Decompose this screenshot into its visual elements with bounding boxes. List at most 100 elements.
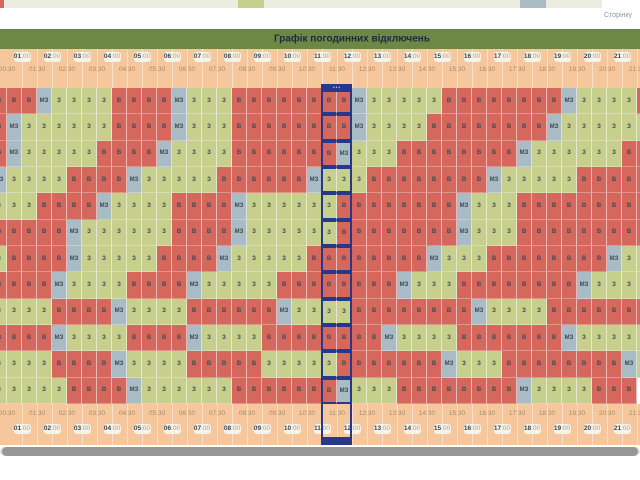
schedule-cell: З (82, 88, 97, 115)
schedule-cell: В (97, 140, 112, 167)
schedule-cell: В (247, 166, 262, 194)
schedule-cell: В (142, 114, 157, 141)
half-hour-label: 09:30 (268, 410, 286, 417)
schedule-cell: В (547, 88, 562, 115)
schedule-cell: З (37, 351, 52, 378)
schedule-cell: В (532, 88, 547, 115)
schedule-cell: З (472, 193, 487, 220)
schedule-cell: В (217, 166, 232, 194)
schedule-cell: В (532, 272, 547, 299)
schedule-cell: В (232, 351, 247, 378)
schedule-cell: В (397, 166, 412, 194)
schedule-cell: МЗ (607, 245, 622, 273)
schedule-cell: З (577, 140, 592, 167)
schedule-cell: З (637, 272, 640, 299)
schedule-cell: В (607, 193, 622, 220)
schedule-cell: МЗ (112, 298, 127, 325)
schedule-cell: В (367, 324, 382, 352)
hour-label: 07:00 (193, 52, 211, 62)
schedule-cell: В (322, 272, 337, 299)
schedule-cell: З (247, 324, 262, 352)
schedule-cell: В (112, 114, 127, 141)
schedule-cell: В (247, 377, 262, 404)
schedule-cell: З (622, 324, 637, 352)
schedule-cell: В (187, 245, 202, 273)
hour-label: 10:00 (283, 424, 301, 434)
hour-label: 14:00 (403, 52, 421, 62)
hour-label: 04:00 (103, 424, 121, 434)
schedule-cell: В (67, 193, 82, 220)
horizontal-scrollbar[interactable] (0, 447, 640, 456)
schedule-cell: В (457, 298, 472, 325)
half-hour-label: 20:30 (598, 410, 616, 417)
schedule-cell: МЗ (127, 377, 142, 404)
hour-label: 13:00 (373, 52, 391, 62)
half-hour-label: 06:30 (178, 410, 196, 417)
half-hour-label: 02:30 (58, 66, 76, 73)
schedule-cell: В (262, 140, 277, 167)
hour-label: 02:00 (43, 424, 61, 434)
hour-label: 07:00 (193, 424, 211, 434)
schedule-cell: З (37, 140, 52, 167)
schedule-cell: З (292, 298, 307, 325)
schedule-cell: З (232, 245, 247, 273)
current-time-marker-left-line (321, 84, 323, 445)
schedule-cell: З (397, 324, 412, 352)
schedule-cell: В (352, 298, 367, 325)
schedule-cell: В (442, 88, 457, 115)
schedule-cell: В (637, 193, 640, 220)
schedule-cell: З (97, 219, 112, 246)
schedule-cell: В (547, 245, 562, 273)
hour-label: 09:00 (253, 52, 271, 62)
schedule-cell: З (142, 219, 157, 246)
schedule-cell: В (307, 88, 322, 115)
schedule-cell: З (172, 166, 187, 194)
schedule-cell: В (487, 140, 502, 167)
schedule-cell: В (442, 166, 457, 194)
schedule-cell: В (622, 219, 637, 246)
schedule-cell: В (517, 351, 532, 378)
schedule-cell: В (622, 377, 637, 404)
current-time-marker-right-line (350, 84, 352, 445)
schedule-cell: З (352, 377, 367, 404)
schedule-cell: З (157, 166, 172, 194)
schedule-cell: В (187, 298, 202, 325)
schedule-cell: В (0, 324, 7, 352)
schedule-cell: В (307, 377, 322, 404)
schedule-cell: З (22, 193, 37, 220)
schedule-cell: МЗ (7, 114, 22, 141)
half-hour-label: 15:30 (448, 410, 466, 417)
schedule-cell: В (307, 272, 322, 299)
schedule-cell: З (262, 193, 277, 220)
schedule-cell: В (472, 377, 487, 404)
hour-label: 15:00 (433, 424, 451, 434)
schedule-cell: З (637, 114, 640, 141)
schedule-cell: В (427, 351, 442, 378)
schedule-cell: З (157, 351, 172, 378)
schedule-cell: З (7, 377, 22, 404)
schedule-cell: В (577, 193, 592, 220)
half-hour-label: 04:30 (118, 410, 136, 417)
schedule-cell: В (262, 166, 277, 194)
schedule-cell: З (532, 377, 547, 404)
schedule-cell: В (322, 140, 337, 167)
schedule-cell: З (322, 298, 337, 325)
schedule-cell: З (202, 272, 217, 299)
hour-label: 05:00 (133, 424, 151, 434)
schedule-cell: МЗ (622, 351, 637, 378)
schedule-cell: МЗ (352, 114, 367, 141)
half-hour-label: 10:30 (298, 410, 316, 417)
scrollbar-thumb[interactable] (2, 447, 638, 456)
schedule-cell: В (412, 351, 427, 378)
schedule-cell: В (37, 219, 52, 246)
schedule-cell: З (367, 140, 382, 167)
schedule-cell: В (607, 298, 622, 325)
schedule-cell: В (367, 193, 382, 220)
schedule-cell: З (322, 219, 337, 246)
half-hour-label: 05:30 (148, 410, 166, 417)
half-hour-label: 17:30 (508, 66, 526, 73)
schedule-cell: В (307, 324, 322, 352)
hour-label: 19:00 (553, 52, 571, 62)
schedule-cell: З (457, 351, 472, 378)
schedule-cell: В (412, 140, 427, 167)
